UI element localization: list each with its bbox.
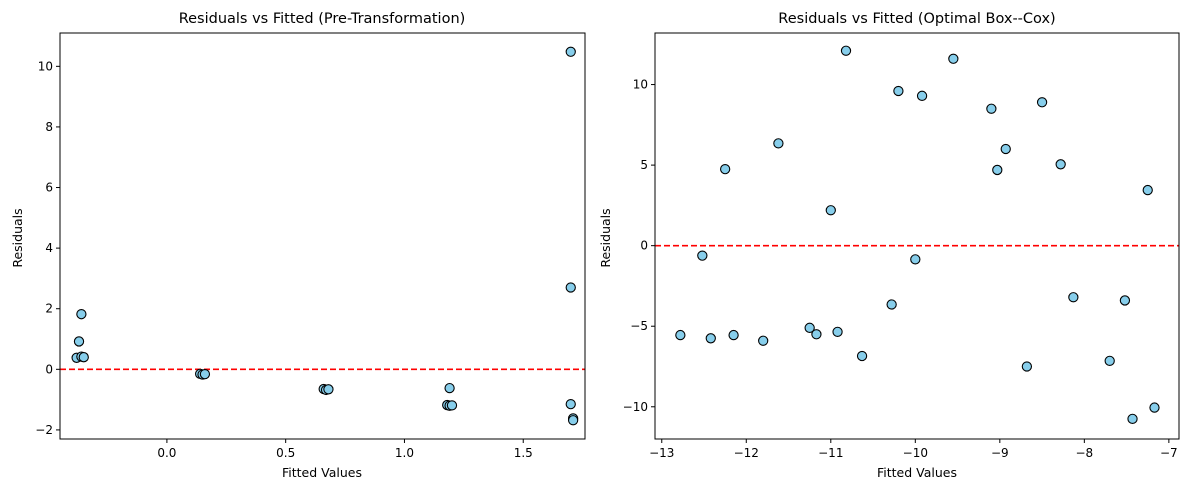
left-y-tick-label: 6 bbox=[45, 181, 53, 195]
right-data-point bbox=[675, 329, 686, 341]
left-x-tick-label: 0.0 bbox=[157, 446, 176, 460]
right-data-point bbox=[705, 333, 716, 344]
left-data-point bbox=[565, 399, 576, 410]
right-x-tick-label: −7 bbox=[1160, 446, 1178, 460]
right-data-point bbox=[1104, 355, 1115, 367]
right-data-point bbox=[1021, 361, 1033, 372]
left-x-tick-label: 0.5 bbox=[276, 446, 295, 460]
right-data-point bbox=[1000, 143, 1011, 155]
right-y-tick-label: −10 bbox=[623, 400, 648, 414]
right-data-point bbox=[840, 45, 852, 56]
right-data-point bbox=[992, 164, 1003, 176]
left-x-axis-label: Fitted Values bbox=[282, 465, 362, 480]
right-data-point bbox=[986, 103, 997, 114]
left-x-tick-label: 1.5 bbox=[514, 446, 533, 460]
right-y-tick-label: 5 bbox=[640, 158, 648, 172]
right-data-point bbox=[728, 329, 739, 341]
right-data-point bbox=[804, 322, 815, 333]
right-data-point bbox=[886, 299, 897, 310]
left-x-tick-label: 1.0 bbox=[395, 446, 414, 460]
right-data-point bbox=[916, 90, 928, 101]
left-data-point bbox=[78, 352, 89, 363]
right-data-point bbox=[1119, 295, 1131, 306]
right-y-tick-label: 10 bbox=[633, 78, 648, 92]
left-data-point bbox=[567, 415, 579, 426]
right-chart-title: Residuals vs Fitted (Optimal Box--Cox) bbox=[778, 11, 1055, 27]
left-y-tick-label: 10 bbox=[38, 59, 53, 73]
right-x-tick-label: −12 bbox=[734, 446, 759, 460]
left-y-tick-label: 4 bbox=[45, 241, 53, 255]
right-data-point bbox=[1055, 159, 1066, 170]
right-data-point bbox=[948, 53, 959, 64]
right-data-point bbox=[1127, 413, 1138, 425]
left-y-axis-label: Residuals bbox=[10, 208, 25, 267]
left-plot-area: 0.0 0.5 1.0 1.5 −2 0 2 4 6 8 10 bbox=[35, 32, 586, 460]
left-axes-frame bbox=[59, 32, 586, 440]
right-y-axis-label: Residuals bbox=[598, 208, 613, 267]
right-x-axis-label: Fitted Values bbox=[877, 465, 957, 480]
right-x-tick-label: −10 bbox=[903, 446, 928, 460]
right-data-point bbox=[1149, 402, 1160, 413]
left-data-point bbox=[73, 336, 85, 347]
left-data-point bbox=[446, 400, 458, 411]
right-plot-area: −13 −12 −11 −10 −9 −8 −7 −10 −5 0 5 10 bbox=[623, 32, 1180, 460]
left-chart-panel: Residuals vs Fitted (Pre-Transformation)… bbox=[10, 11, 586, 480]
left-data-point bbox=[199, 369, 211, 380]
left-y-tick-label: −2 bbox=[35, 423, 53, 437]
right-data-point bbox=[773, 138, 784, 149]
right-data-point bbox=[719, 163, 731, 175]
left-data-point bbox=[565, 46, 576, 57]
right-data-point bbox=[910, 254, 921, 265]
right-axes-frame bbox=[654, 32, 1180, 440]
right-y-tick-label: 0 bbox=[640, 239, 648, 253]
right-x-tick-label: −13 bbox=[649, 446, 674, 460]
right-data-point bbox=[697, 250, 708, 261]
right-x-tick-label: −11 bbox=[818, 446, 843, 460]
right-data-point bbox=[758, 335, 769, 346]
right-data-point bbox=[1068, 292, 1079, 303]
left-data-point bbox=[444, 382, 455, 394]
right-data-point bbox=[811, 329, 822, 340]
right-data-point bbox=[832, 326, 843, 338]
left-data-point bbox=[76, 309, 87, 320]
right-x-tick-label: −8 bbox=[1075, 446, 1093, 460]
right-chart-panel: Residuals vs Fitted (Optimal Box--Cox) −… bbox=[598, 11, 1180, 480]
left-data-point bbox=[323, 384, 334, 395]
left-y-tick-label: 8 bbox=[45, 120, 53, 134]
right-y-tick-label: −5 bbox=[630, 319, 648, 333]
left-data-point bbox=[565, 282, 576, 293]
right-data-point bbox=[893, 85, 904, 97]
right-x-tick-label: −9 bbox=[991, 446, 1009, 460]
left-y-tick-label: 0 bbox=[45, 362, 53, 376]
left-y-tick-label: 2 bbox=[45, 302, 53, 316]
right-data-point bbox=[1142, 184, 1153, 196]
right-data-point bbox=[856, 350, 868, 362]
right-data-point bbox=[1036, 97, 1048, 108]
right-data-point bbox=[825, 205, 836, 216]
left-chart-title: Residuals vs Fitted (Pre-Transformation) bbox=[179, 11, 466, 27]
